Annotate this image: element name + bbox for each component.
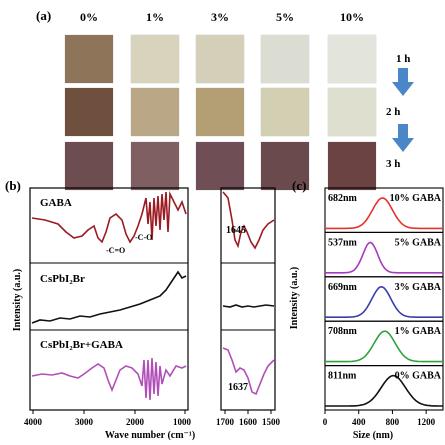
time-label: 3 h [386,158,401,170]
dls-curve [325,330,443,363]
dls-size-label: 811nm [328,371,357,382]
film-sample-tile [261,142,309,190]
x-tick-label: 1000 [173,417,192,427]
dls-series-label: 3% GABA [395,282,442,293]
concentration-label: 10% [340,10,364,24]
dls-series-label: 1% GABA [395,326,442,337]
cspb-trace-zoom [222,304,275,308]
dls-series-label: 5% GABA [395,237,442,248]
dls-x-tick-label: 800 [386,417,400,427]
film-sample-tile [131,142,179,190]
x-tick-label: 1500 [262,417,281,427]
dls-series-label: 0% GABA [395,371,442,382]
arrow-group [392,68,414,152]
panel-b-label: (b) [5,178,21,193]
x-tick-label: 1600 [239,417,258,427]
film-sample-tile [328,35,376,83]
annotation-c-eq-o: -C=O [106,246,125,255]
concentration-label: 3% [211,10,229,24]
ftir-chart: GABA CsPbI₂Br CsPbI₂Br+GABA -C=O -C-O 16… [12,187,281,441]
dls-x-tick-label: 400 [352,417,366,427]
x-ticks-right: 1700 1600 1500 [216,410,281,427]
film-sample-tile [328,142,376,190]
film-sample-tile [196,142,244,190]
dls-size-label: 669nm [328,282,358,293]
film-sample-tile [65,35,113,83]
concentration-label: 1% [146,10,164,24]
dls-size-label: 708nm [328,326,358,337]
dls-xlabel: Size (nm) [353,430,393,441]
trace-label-gaba: GABA [40,197,72,209]
time-label: 1 h [396,53,411,65]
film-sample-tile [328,88,376,136]
ftir-frame-left [29,187,189,411]
x-tick-label: 4000 [24,417,43,427]
dls-x-tick-label: 0 [323,417,328,427]
film-sample-tile [131,35,179,83]
gaba-trace [31,190,187,244]
film-sample-tile [261,88,309,136]
concentration-label: 5% [276,10,294,24]
trace-label-cspb: CsPbI₂Br [40,273,85,285]
annotation-c-o: -C-O [135,233,152,242]
annotation-1637: 1637 [228,382,248,393]
dls-curve [325,374,443,407]
dls-chart: 682nm 10% GABA 537nm 5% GABA 669nm 3% GABA 708… [289,187,444,441]
dls-size-label: 682nm [328,193,358,204]
dls-subplot-frame [324,365,444,411]
x-ticks-left: 4000 3000 2000 1000 [24,410,192,427]
concentration-label: 0% [80,10,98,24]
x-tick-label: 3000 [75,417,94,427]
film-sample-tile [261,35,309,83]
cspb-trace [31,270,187,324]
dls-series-label: 10% GABA [390,193,442,204]
film-sample-tile [196,35,244,83]
dls-curve [325,286,443,318]
film-sample-tile [65,142,113,190]
time-label: 2 h [386,106,401,118]
film-sample-tile [196,88,244,136]
x-tick-label: 1700 [216,417,235,427]
ftir-xlabel: Wave number (cm⁻¹) [105,430,195,441]
dls-curve [325,241,443,274]
dls-ylabel: Intensity (a.u.) [289,267,300,330]
gaba-trace-zoom [222,191,275,250]
panel-a-label: (a) [36,8,52,23]
trace-label-mix: CsPbI₂Br+GABA [40,339,123,351]
mix-trace-zoom [222,347,275,396]
x-tick-label: 2000 [126,417,145,427]
panel-c-label: (c) [292,178,307,193]
dls-size-label: 537nm [328,237,358,248]
dls-x-tick-label: 1200 [417,417,436,427]
mix-trace [31,357,187,401]
film-sample-tile [65,88,113,136]
down-arrow-icon [392,68,414,96]
film-sample-tile [131,88,179,136]
down-arrow-icon [392,124,414,152]
ftir-ylabel: Intensity (a.u.) [12,269,23,332]
annotation-1645: 1645 [226,225,246,236]
dls-curve [325,197,443,230]
dls-stack: 682nm 10% GABA 537nm 5% GABA 669nm 3% GABA 708… [323,187,444,427]
